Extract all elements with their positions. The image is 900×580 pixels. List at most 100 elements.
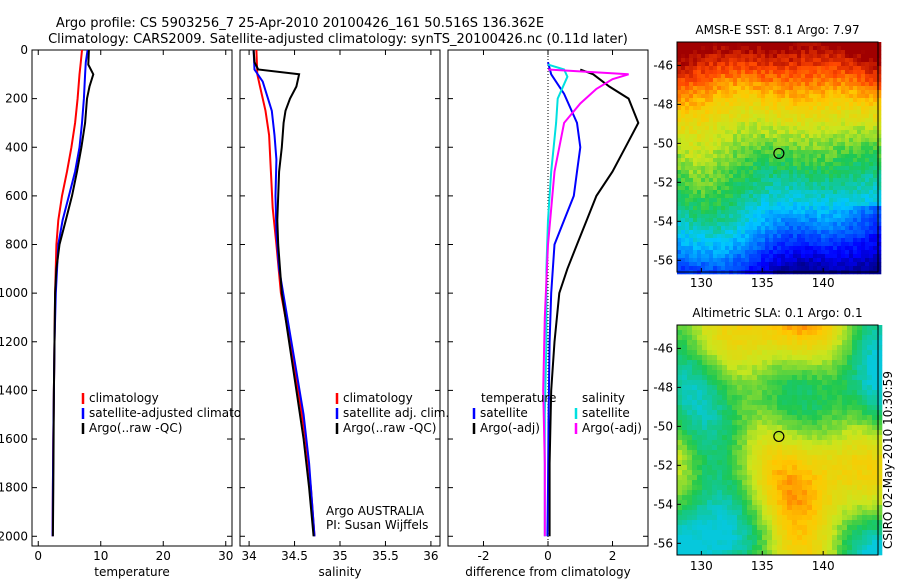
heatmap-cell: [737, 150, 742, 155]
heatmap-cell: [685, 154, 690, 159]
heatmap-cell: [849, 106, 854, 111]
heatmap-cell: [702, 345, 708, 351]
heatmap-cell: [697, 465, 703, 471]
heatmap-cell: [777, 365, 783, 371]
heatmap-cell: [765, 98, 770, 103]
heatmap-cell: [849, 118, 854, 123]
heatmap-cell: [877, 218, 882, 223]
heatmap-cell: [677, 360, 683, 366]
heatmap-cell: [817, 98, 822, 103]
heatmap-cell: [757, 258, 762, 263]
heatmap-cell: [801, 210, 806, 215]
heatmap-cell: [717, 174, 722, 179]
heatmap-cell: [789, 62, 794, 67]
heatmap-cell: [773, 170, 778, 175]
heatmap-cell: [857, 485, 863, 491]
heatmap-cell: [693, 134, 698, 139]
heatmap-cell: [869, 198, 874, 203]
heatmap-cell: [733, 142, 738, 147]
heatmap-cell: [693, 238, 698, 243]
heatmap-cell: [829, 42, 834, 47]
heatmap-cell: [805, 162, 810, 167]
heatmap-cell: [832, 360, 838, 366]
heatmap-cell: [769, 242, 774, 247]
heatmap-cell: [801, 102, 806, 107]
heatmap-cell: [853, 70, 858, 75]
heatmap-cell: [833, 126, 838, 131]
heatmap-cell: [797, 365, 803, 371]
heatmap-cell: [865, 166, 870, 171]
heatmap-cell: [837, 365, 843, 371]
heatmap-cell: [821, 254, 826, 259]
heatmap-cell: [873, 150, 878, 155]
heatmap-cell: [852, 425, 858, 431]
heatmap-cell: [702, 375, 708, 381]
heatmap-cell: [772, 330, 778, 336]
heatmap-cell: [697, 242, 702, 247]
heatmap-cell: [677, 405, 683, 411]
heatmap-cell: [697, 530, 703, 536]
heatmap-cell: [861, 86, 866, 91]
heatmap-cell: [847, 465, 853, 471]
heatmap-cell: [857, 445, 863, 451]
heatmap-cell: [821, 46, 826, 51]
heatmap-cell: [857, 174, 862, 179]
heatmap-cell: [722, 425, 728, 431]
heatmap-cell: [841, 130, 846, 135]
heatmap-cell: [781, 202, 786, 207]
heatmap-cell: [757, 480, 763, 486]
heatmap-cell: [845, 94, 850, 99]
heatmap-cell: [817, 94, 822, 99]
heatmap-cell: [869, 90, 874, 95]
heatmap-cell: [862, 455, 868, 461]
heatmap-cell: [787, 450, 793, 456]
heatmap-cell: [747, 405, 753, 411]
heatmap-cell: [753, 98, 758, 103]
heatmap-cell: [817, 174, 822, 179]
heatmap-cell: [792, 495, 798, 501]
heatmap-cell: [742, 490, 748, 496]
heatmap-cell: [833, 82, 838, 87]
heatmap-cell: [792, 485, 798, 491]
heatmap-cell: [827, 440, 833, 446]
heatmap-cell: [729, 98, 734, 103]
heatmap-cell: [705, 178, 710, 183]
heatmap-cell: [833, 190, 838, 195]
heatmap-cell: [872, 475, 878, 481]
heatmap-cell: [762, 325, 768, 331]
heatmap-cell: [753, 70, 758, 75]
heatmap-cell: [765, 186, 770, 191]
heatmap-cell: [757, 490, 763, 496]
heatmap-cell: [737, 158, 742, 163]
heatmap-cell: [787, 335, 793, 341]
heatmap-cell: [801, 126, 806, 131]
heatmap-cell: [817, 380, 823, 386]
heatmap-cell: [777, 86, 782, 91]
x-axis-label: temperature: [94, 565, 169, 579]
heatmap-cell: [722, 510, 728, 516]
heatmap-cell: [692, 515, 698, 521]
heatmap-cell: [727, 545, 733, 551]
heatmap-cell: [721, 246, 726, 251]
heatmap-cell: [827, 460, 833, 466]
heatmap-cell: [713, 66, 718, 71]
heatmap-cell: [861, 142, 866, 147]
heatmap-cell: [741, 166, 746, 171]
heatmap-cell: [677, 535, 683, 541]
heatmap-cell: [877, 262, 882, 267]
heatmap-cell: [685, 142, 690, 147]
heatmap-cell: [741, 106, 746, 111]
heatmap-cell: [753, 142, 758, 147]
heatmap-cell: [817, 510, 823, 516]
heatmap-cell: [827, 410, 833, 416]
heatmap-cell: [865, 190, 870, 195]
heatmap-cell: [853, 122, 858, 127]
heatmap-cell: [832, 400, 838, 406]
heatmap-cell: [813, 162, 818, 167]
heatmap-cell: [725, 154, 730, 159]
heatmap-cell: [857, 350, 863, 356]
heatmap-cell: [749, 174, 754, 179]
heatmap-cell: [825, 174, 830, 179]
heatmap-cell: [852, 485, 858, 491]
heatmap-cell: [777, 142, 782, 147]
